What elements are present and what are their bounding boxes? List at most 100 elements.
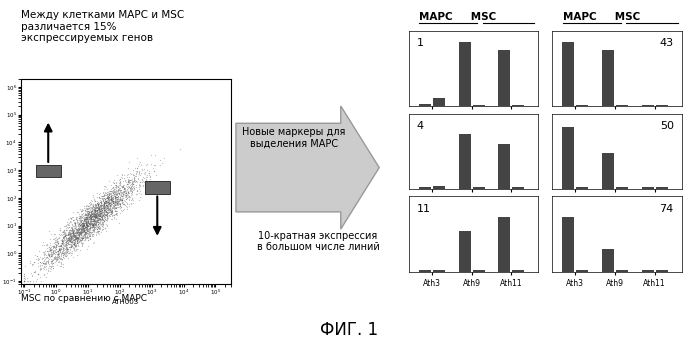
Point [94, 228, 105, 234]
Bar [512, 270, 524, 272]
Point [89, 201, 101, 206]
Point [73, 236, 85, 241]
Point [115, 207, 127, 212]
Point [99, 212, 110, 218]
Point [80, 215, 92, 220]
Point [100, 199, 111, 205]
Point [97, 213, 108, 218]
Point [74, 228, 85, 234]
Point [27, 273, 38, 278]
Point [81, 222, 92, 228]
Point [117, 184, 129, 190]
Point [102, 203, 113, 209]
Point [50, 242, 61, 248]
Point [89, 198, 100, 204]
Point [124, 182, 136, 187]
Point [81, 225, 92, 231]
Point [82, 224, 93, 229]
Point [92, 221, 103, 227]
Point [56, 256, 67, 262]
Point [99, 215, 110, 221]
Point [94, 210, 106, 216]
Point [46, 243, 57, 248]
Point [60, 241, 71, 247]
Point [114, 180, 125, 185]
Point [128, 200, 139, 206]
Point [101, 213, 113, 218]
Point [87, 222, 99, 227]
Point [71, 231, 82, 237]
Point [117, 197, 128, 203]
Point [67, 231, 78, 236]
Point [81, 219, 92, 224]
Point [69, 230, 80, 235]
Point [70, 236, 81, 241]
Point [67, 245, 78, 250]
Point [62, 236, 73, 241]
Point [66, 248, 78, 253]
Point [101, 199, 112, 204]
Point [112, 189, 123, 195]
Point [83, 215, 94, 220]
Point [110, 182, 121, 188]
Point [92, 231, 103, 236]
Point [87, 214, 99, 219]
Point [80, 203, 91, 209]
Point [64, 234, 75, 239]
Point [124, 203, 135, 209]
Point [116, 196, 127, 201]
Point [91, 205, 102, 211]
Point [113, 187, 124, 193]
Point [136, 177, 147, 183]
Point [66, 227, 77, 233]
Point [90, 212, 101, 218]
Point [64, 250, 75, 256]
Point [59, 223, 70, 229]
Point [59, 241, 71, 247]
Point [108, 205, 120, 210]
Point [100, 198, 111, 203]
Point [80, 208, 92, 214]
Point [103, 195, 114, 200]
Point [74, 238, 85, 244]
Point [59, 233, 71, 238]
Point [43, 265, 54, 271]
Point [128, 181, 139, 186]
Point [93, 223, 104, 228]
Point [62, 231, 73, 237]
Point [64, 236, 75, 242]
Point [69, 229, 80, 235]
Point [92, 206, 103, 211]
Bar [602, 153, 614, 189]
Point [65, 237, 76, 242]
Point [97, 219, 108, 225]
Point [94, 211, 106, 216]
Point [127, 183, 138, 189]
Point [145, 178, 156, 183]
Point [99, 199, 110, 205]
Point [83, 234, 94, 239]
Point [86, 218, 97, 224]
Point [125, 201, 136, 207]
Point [42, 260, 53, 265]
Point [97, 202, 108, 207]
Point [65, 220, 76, 225]
Point [131, 165, 143, 170]
Point [89, 218, 101, 224]
Point [126, 196, 137, 201]
Point [98, 211, 109, 216]
Point [41, 249, 52, 254]
Point [80, 231, 91, 236]
Point [76, 206, 87, 212]
Point [116, 196, 127, 201]
Point [88, 241, 99, 246]
Point [99, 198, 110, 204]
Point [59, 233, 70, 238]
Point [90, 204, 101, 210]
Point [53, 258, 64, 263]
Point [67, 224, 78, 229]
Point [35, 265, 46, 271]
Point [84, 215, 95, 221]
Point [87, 225, 98, 230]
Point [103, 214, 115, 219]
